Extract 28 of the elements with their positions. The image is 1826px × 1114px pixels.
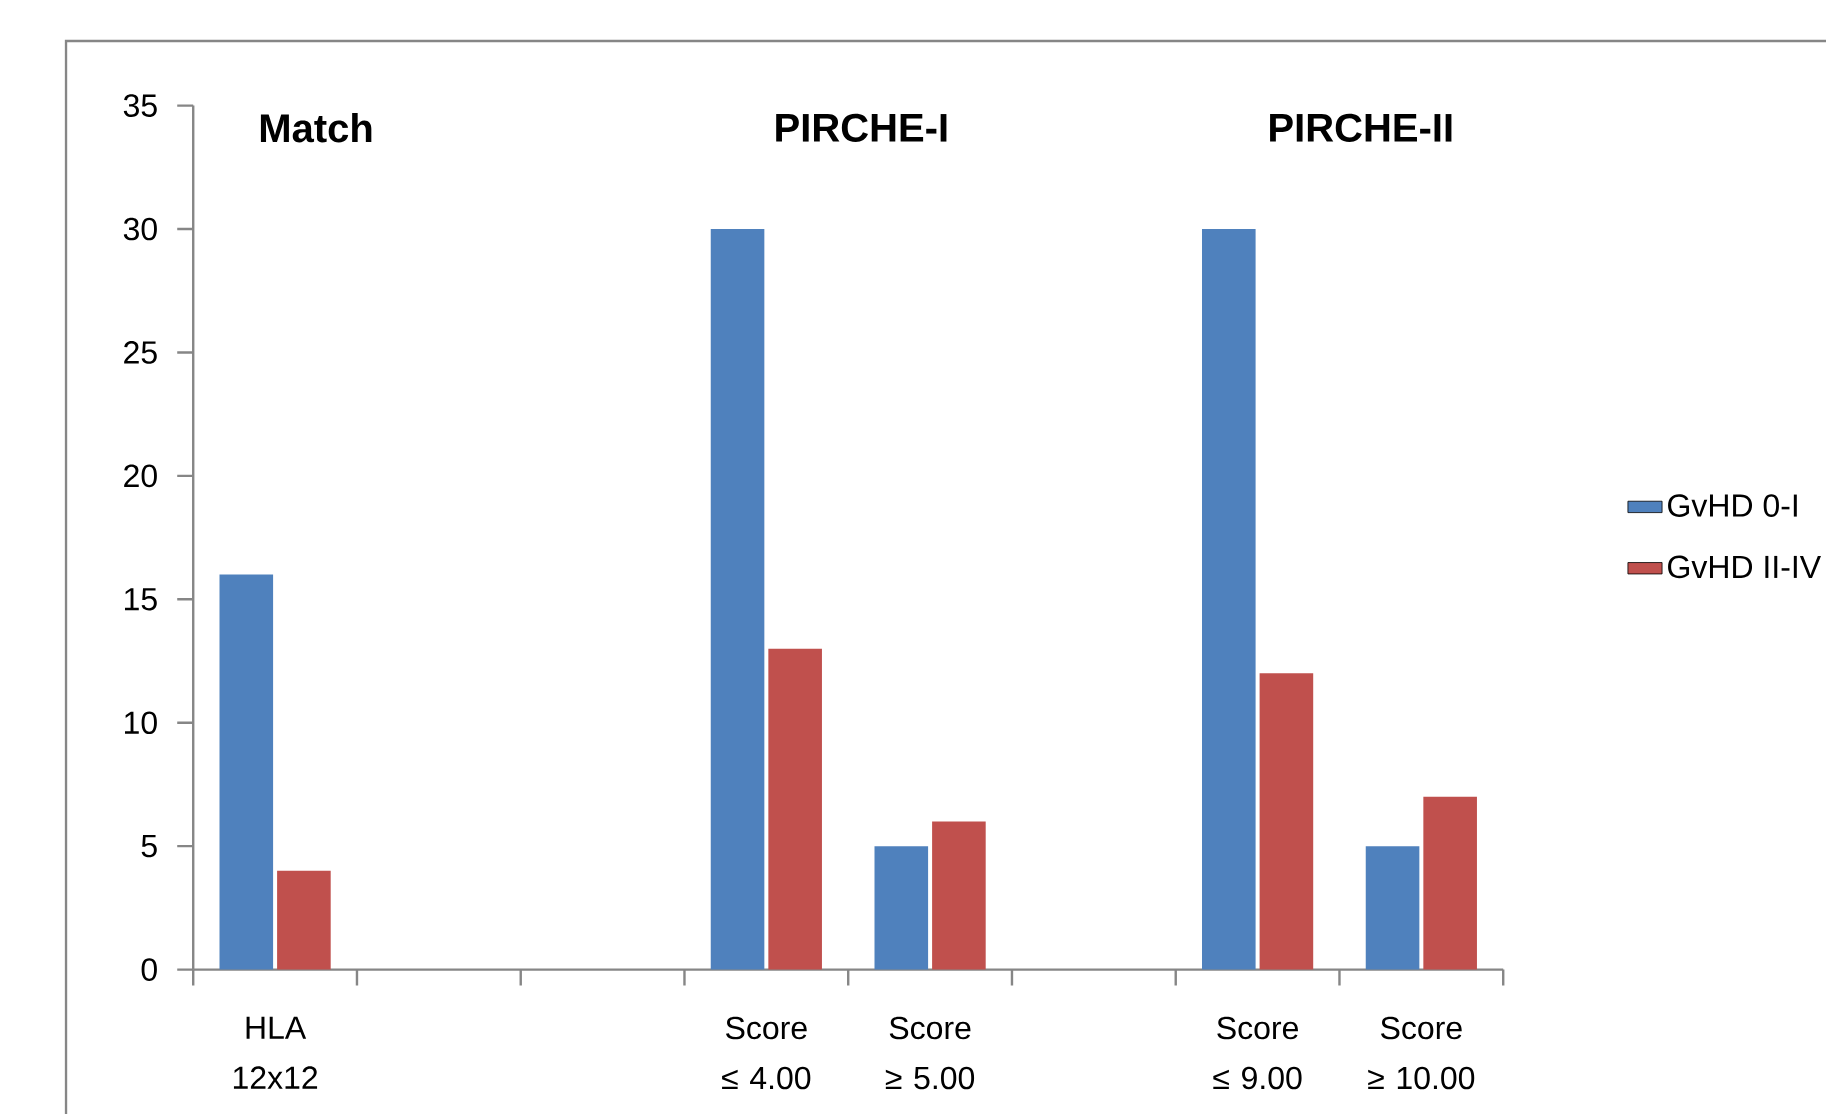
y-tick-label: 30 [123, 217, 157, 241]
x-tick-label: Score ≤ 4.00 [722, 1016, 811, 1090]
bar [710, 229, 765, 970]
x-tick-label: Score ≥ 10.00 [1368, 1016, 1475, 1090]
y-tick-label: 20 [124, 464, 157, 488]
bar [1202, 229, 1256, 970]
legend-label: GvHD 0-I [1668, 494, 1797, 517]
bar [874, 846, 929, 970]
annotation: Match [260, 113, 372, 143]
annotation: PIRCHE-II [1270, 113, 1452, 142]
annotation: PIRCHE-I [776, 113, 947, 142]
y-tick-label: 0 [141, 958, 157, 981]
bar [1423, 796, 1477, 970]
y-tick-label: 10 [125, 711, 157, 735]
x-tick-label: Score ≥ 5.00 [885, 1016, 975, 1090]
bar [277, 870, 331, 970]
bar [219, 574, 274, 970]
legend-label: GvHD II-IV [1668, 555, 1821, 579]
x-tick-label: HLA 12x12 [233, 1016, 318, 1089]
bar [1259, 673, 1314, 970]
y-tick-label: 5 [141, 834, 157, 858]
y-tick-label: 35 [123, 94, 157, 117]
y-tick-label: 15 [125, 588, 157, 611]
bar [768, 648, 822, 970]
x-tick-label: Score ≤ 9.00 [1213, 1016, 1302, 1090]
y-tick-label: 25 [124, 341, 157, 364]
bar [1365, 846, 1420, 970]
bar [932, 821, 986, 970]
